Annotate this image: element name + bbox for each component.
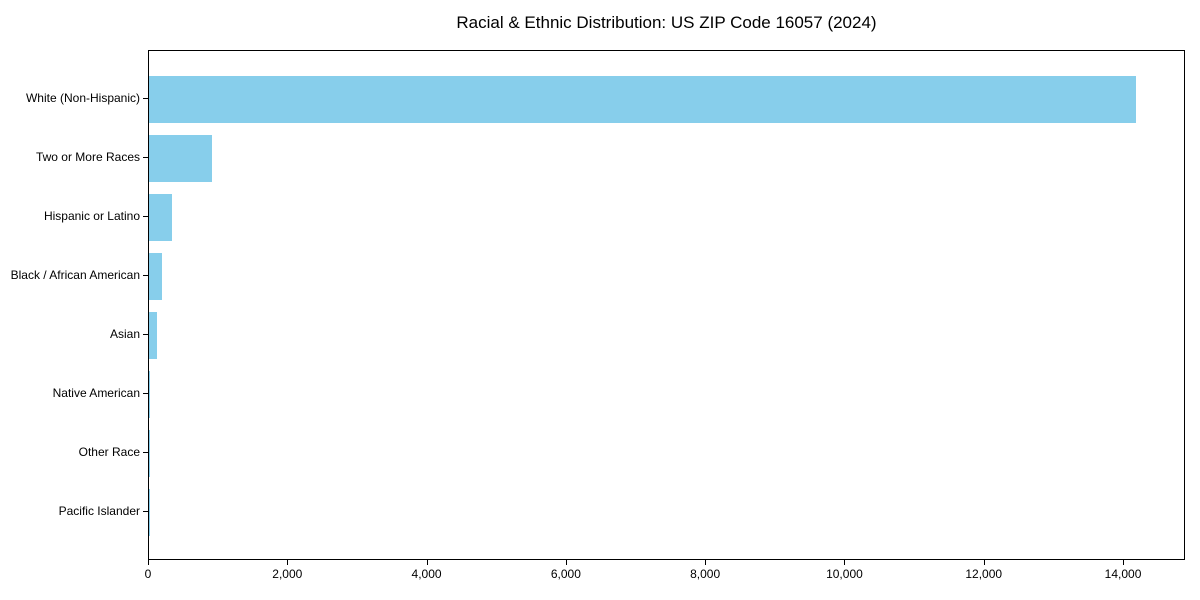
x-label-14000: 14,000 [1104, 567, 1142, 581]
y-label-black-african-american: Black / African American [10, 268, 140, 282]
bar-two-or-more-races [149, 134, 213, 182]
x-tick-12000 [983, 560, 985, 565]
x-tick-8000 [705, 560, 707, 565]
y-label-native-american: Native American [52, 386, 140, 400]
y-tick-other-race [143, 452, 148, 453]
y-tick-native-american [143, 393, 148, 394]
x-label-0: 0 [144, 567, 152, 581]
bar-white-non-hispanic [149, 75, 1137, 123]
x-tick-2000 [287, 560, 289, 565]
x-tick-6000 [565, 560, 567, 565]
x-label-12000: 12,000 [965, 567, 1003, 581]
x-label-10000: 10,000 [826, 567, 863, 581]
y-tick-black-african-american [143, 275, 148, 276]
x-tick-0 [148, 560, 149, 565]
plot-area [148, 50, 1185, 560]
bar-native-american [149, 370, 151, 418]
x-label-8000: 8,000 [690, 567, 721, 581]
y-tick-hispanic-or-latino [143, 216, 148, 217]
bar-other-race [149, 429, 150, 477]
y-tick-pacific-islander [143, 511, 148, 512]
x-label-2000: 2,000 [272, 567, 303, 581]
y-label-two-or-more-races: Two or More Races [35, 150, 140, 164]
x-tick-4000 [426, 560, 428, 565]
bar-black-african-american [149, 252, 162, 300]
y-label-asian: Asian [109, 327, 140, 341]
y-label-other-race: Other Race [78, 445, 140, 459]
y-tick-asian [143, 334, 148, 335]
bar-hispanic-or-latino [149, 193, 173, 241]
bar-asian [149, 311, 158, 359]
y-label-hispanic-or-latino: Hispanic or Latino [43, 209, 140, 223]
y-label-pacific-islander: Pacific Islander [58, 504, 140, 518]
y-tick-two-or-more-races [143, 157, 148, 158]
y-tick-white-non-hispanic [143, 98, 148, 99]
x-label-6000: 6,000 [550, 567, 581, 581]
y-label-white-non-hispanic: White (Non-Hispanic) [25, 91, 140, 105]
x-tick-14000 [1123, 560, 1125, 565]
x-tick-10000 [844, 560, 846, 565]
x-label-4000: 4,000 [411, 567, 442, 581]
chart-title: Racial & Ethnic Distribution: US ZIP Cod… [456, 13, 877, 32]
